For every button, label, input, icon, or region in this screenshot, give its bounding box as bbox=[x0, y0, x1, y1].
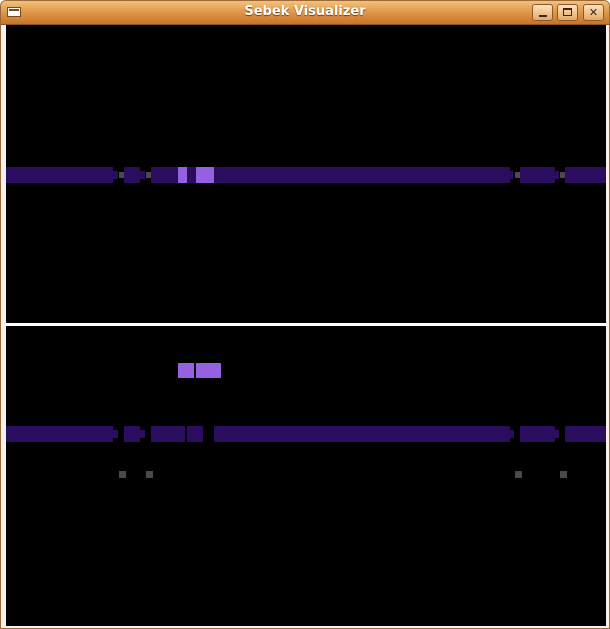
memory-block bbox=[187, 426, 203, 442]
highlighted-block bbox=[196, 363, 221, 378]
minimize-icon bbox=[539, 15, 547, 17]
memory-block-connector bbox=[510, 171, 513, 179]
memory-block bbox=[214, 426, 510, 442]
highlighted-block bbox=[196, 167, 214, 183]
titlebar[interactable]: Sebek Visualizer ✕ bbox=[1, 1, 609, 25]
marker bbox=[146, 172, 151, 178]
memory-block-connector bbox=[555, 171, 559, 179]
memory-block-connector bbox=[510, 430, 514, 438]
marker bbox=[560, 172, 565, 178]
memory-block bbox=[124, 426, 140, 442]
memory-block bbox=[151, 426, 185, 442]
marker bbox=[146, 471, 153, 478]
top-visualization-panel[interactable] bbox=[6, 25, 606, 323]
highlighted-block bbox=[178, 363, 194, 378]
memory-block-connector bbox=[140, 430, 145, 438]
memory-block-connector bbox=[113, 430, 118, 438]
bottom-visualization-panel[interactable] bbox=[6, 326, 606, 626]
window-title: Sebek Visualizer bbox=[244, 4, 366, 19]
memory-block bbox=[6, 426, 113, 442]
memory-block bbox=[565, 167, 606, 183]
maximize-button[interactable] bbox=[557, 4, 578, 21]
memory-block bbox=[214, 167, 510, 183]
memory-block bbox=[6, 167, 113, 183]
marker bbox=[515, 471, 522, 478]
marker bbox=[515, 172, 520, 178]
memory-block-connector bbox=[555, 430, 559, 438]
minimize-button[interactable] bbox=[532, 4, 553, 21]
marker bbox=[119, 172, 124, 178]
marker bbox=[119, 471, 126, 478]
maximize-icon bbox=[563, 8, 572, 16]
memory-block bbox=[151, 167, 178, 183]
memory-block bbox=[565, 426, 606, 442]
memory-block-connector bbox=[140, 171, 145, 179]
close-icon: ✕ bbox=[588, 6, 599, 19]
memory-block bbox=[520, 167, 555, 183]
memory-block bbox=[520, 426, 555, 442]
highlighted-block bbox=[178, 167, 187, 183]
memory-block bbox=[124, 167, 140, 183]
panel-divider[interactable] bbox=[6, 323, 606, 326]
memory-block bbox=[187, 167, 196, 183]
marker bbox=[560, 471, 567, 478]
memory-block-connector bbox=[113, 171, 118, 179]
window-menu-icon[interactable] bbox=[7, 7, 21, 17]
close-button[interactable]: ✕ bbox=[583, 4, 604, 21]
